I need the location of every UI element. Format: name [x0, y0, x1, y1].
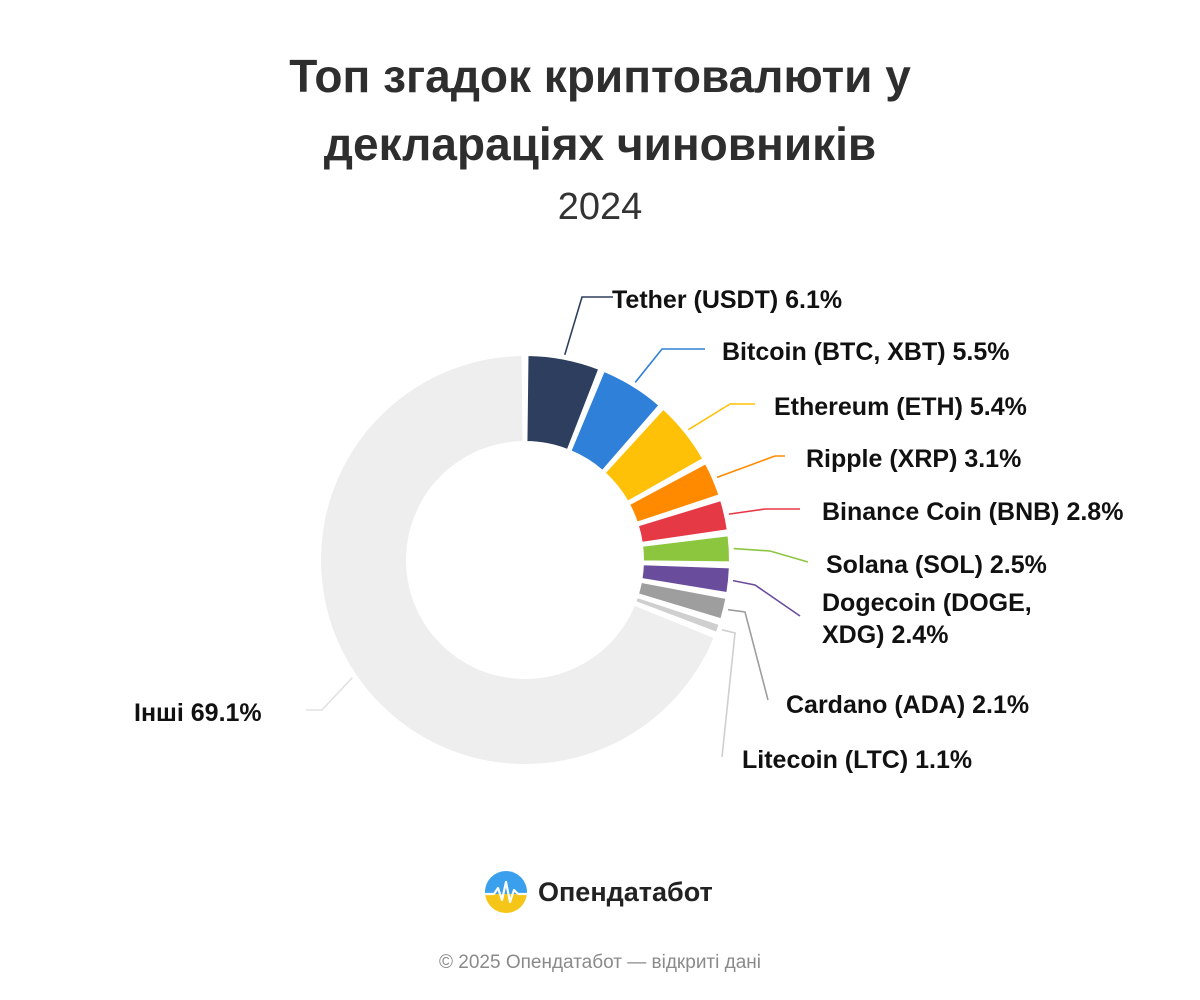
- data-label-dogecoin-doge-xdg: Dogecoin (DOGE, XDG) 2.4%: [822, 589, 1032, 649]
- data-label-інші: Інші 69.1%: [134, 699, 262, 727]
- pie-slice-ethereum-eth: [603, 407, 705, 503]
- leader-line-ethereum-eth: [687, 403, 755, 431]
- leader-line-bitcoin-btc-xbt: [634, 348, 705, 383]
- data-label-tether-usdt: Tether (USDT) 6.1%: [612, 286, 842, 314]
- data-label-binance-coin-bnb: Binance Coin (BNB) 2.8%: [822, 498, 1123, 526]
- leader-line-solana-sol: [733, 547, 809, 563]
- leader-line-litecoin-ltc: [721, 629, 736, 758]
- data-label-bitcoin-btc-xbt: Bitcoin (BTC, XBT) 5.5%: [722, 338, 1010, 366]
- opendatabot-logo-icon: [485, 871, 527, 913]
- chart-title-line-2: деклараціях чиновників: [323, 118, 877, 170]
- footer-copyright: © 2025 Опендатабот — відкриті дані: [439, 952, 761, 973]
- data-label-litecoin-ltc: Litecoin (LTC) 1.1%: [742, 746, 972, 774]
- pie-slice-інші: [319, 354, 716, 766]
- pie-slice-tether-usdt: [525, 354, 601, 452]
- pie-slice-cardano-ada: [636, 580, 728, 621]
- data-label-solana-sol: Solana (SOL) 2.5%: [826, 551, 1047, 579]
- chart-subtitle: 2024: [557, 186, 643, 228]
- chart-title-line-1: Топ згадок криптовалюти у: [289, 50, 911, 102]
- leader-line-dogecoin-doge-xdg: [732, 579, 801, 617]
- data-label-ethereum-eth: Ethereum (ETH) 5.4%: [774, 393, 1027, 421]
- pie-slice-solana-sol: [641, 534, 731, 564]
- logo-text: Опендатабот: [538, 876, 713, 907]
- logo: Опендатабот: [484, 870, 713, 914]
- leader-line-інші: [306, 677, 353, 711]
- pie-slice-bitcoin-btc-xbt: [569, 369, 661, 472]
- pie-slice-dogecoin-doge-xdg: [640, 563, 731, 595]
- pie-slice-litecoin-ltc: [634, 595, 721, 634]
- leader-line-tether-usdt: [564, 296, 613, 356]
- data-label-cardano-ada: Cardano (ADA) 2.1%: [786, 691, 1029, 719]
- data-label-ripple-xrp: Ripple (XRP) 3.1%: [806, 445, 1021, 473]
- leader-line-ripple-xrp: [716, 455, 785, 479]
- pie-slice-binance-coin-bnb: [636, 499, 729, 544]
- leader-line-binance-coin-bnb: [728, 508, 800, 515]
- pie-slice-ripple-xrp: [628, 462, 721, 524]
- leader-line-cardano-ada: [727, 608, 769, 701]
